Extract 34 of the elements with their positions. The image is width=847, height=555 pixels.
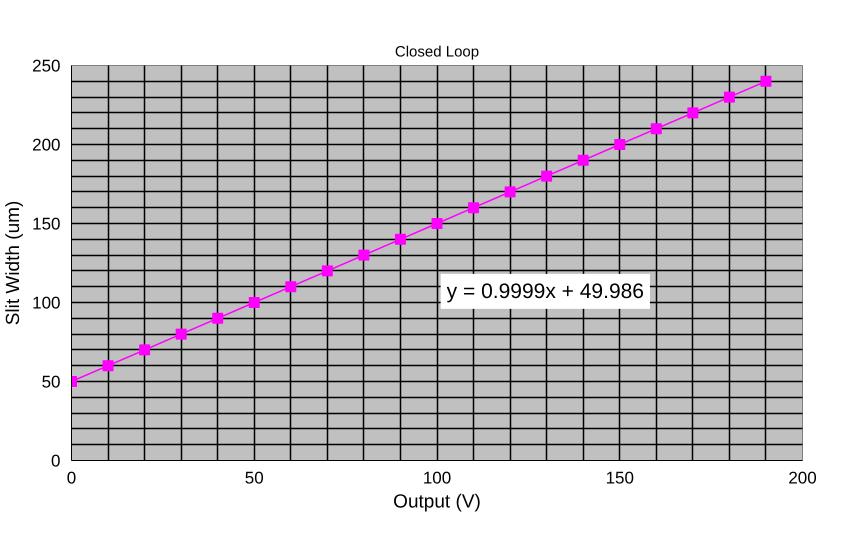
y-tick-label: 200 xyxy=(32,136,61,154)
point xyxy=(102,360,114,372)
x-tick-label: 100 xyxy=(422,468,452,488)
point xyxy=(212,312,224,324)
point xyxy=(504,186,516,198)
x-axis-title: Output (V) xyxy=(393,492,481,512)
chart-title: Closed Loop xyxy=(394,44,480,60)
x-tick-label: 50 xyxy=(244,468,264,488)
point xyxy=(650,123,662,134)
point xyxy=(578,154,589,166)
point xyxy=(541,170,552,182)
point xyxy=(468,202,480,214)
point xyxy=(724,92,735,103)
point xyxy=(322,265,333,276)
point xyxy=(760,76,772,87)
point xyxy=(614,139,626,150)
point xyxy=(432,218,442,229)
x-tick-label: 0 xyxy=(66,468,76,488)
y-tick-label: 100 xyxy=(32,294,61,312)
x-tick-label: 150 xyxy=(606,468,634,488)
y-tick-label: 150 xyxy=(32,214,61,234)
y-tick-label: 50 xyxy=(42,372,61,392)
x-tick-label: 200 xyxy=(788,468,817,488)
point xyxy=(285,281,296,292)
y-tick-label: 250 xyxy=(32,56,61,76)
point xyxy=(248,297,260,308)
point xyxy=(394,234,406,245)
point xyxy=(176,328,187,340)
y-axis-title: Slit Width (um) xyxy=(3,200,24,326)
annotation: y = 0.9999x + 49.986 xyxy=(446,280,644,303)
point xyxy=(139,344,150,356)
point xyxy=(358,250,370,261)
y-tick-label: 0 xyxy=(51,452,61,470)
point xyxy=(687,107,698,118)
